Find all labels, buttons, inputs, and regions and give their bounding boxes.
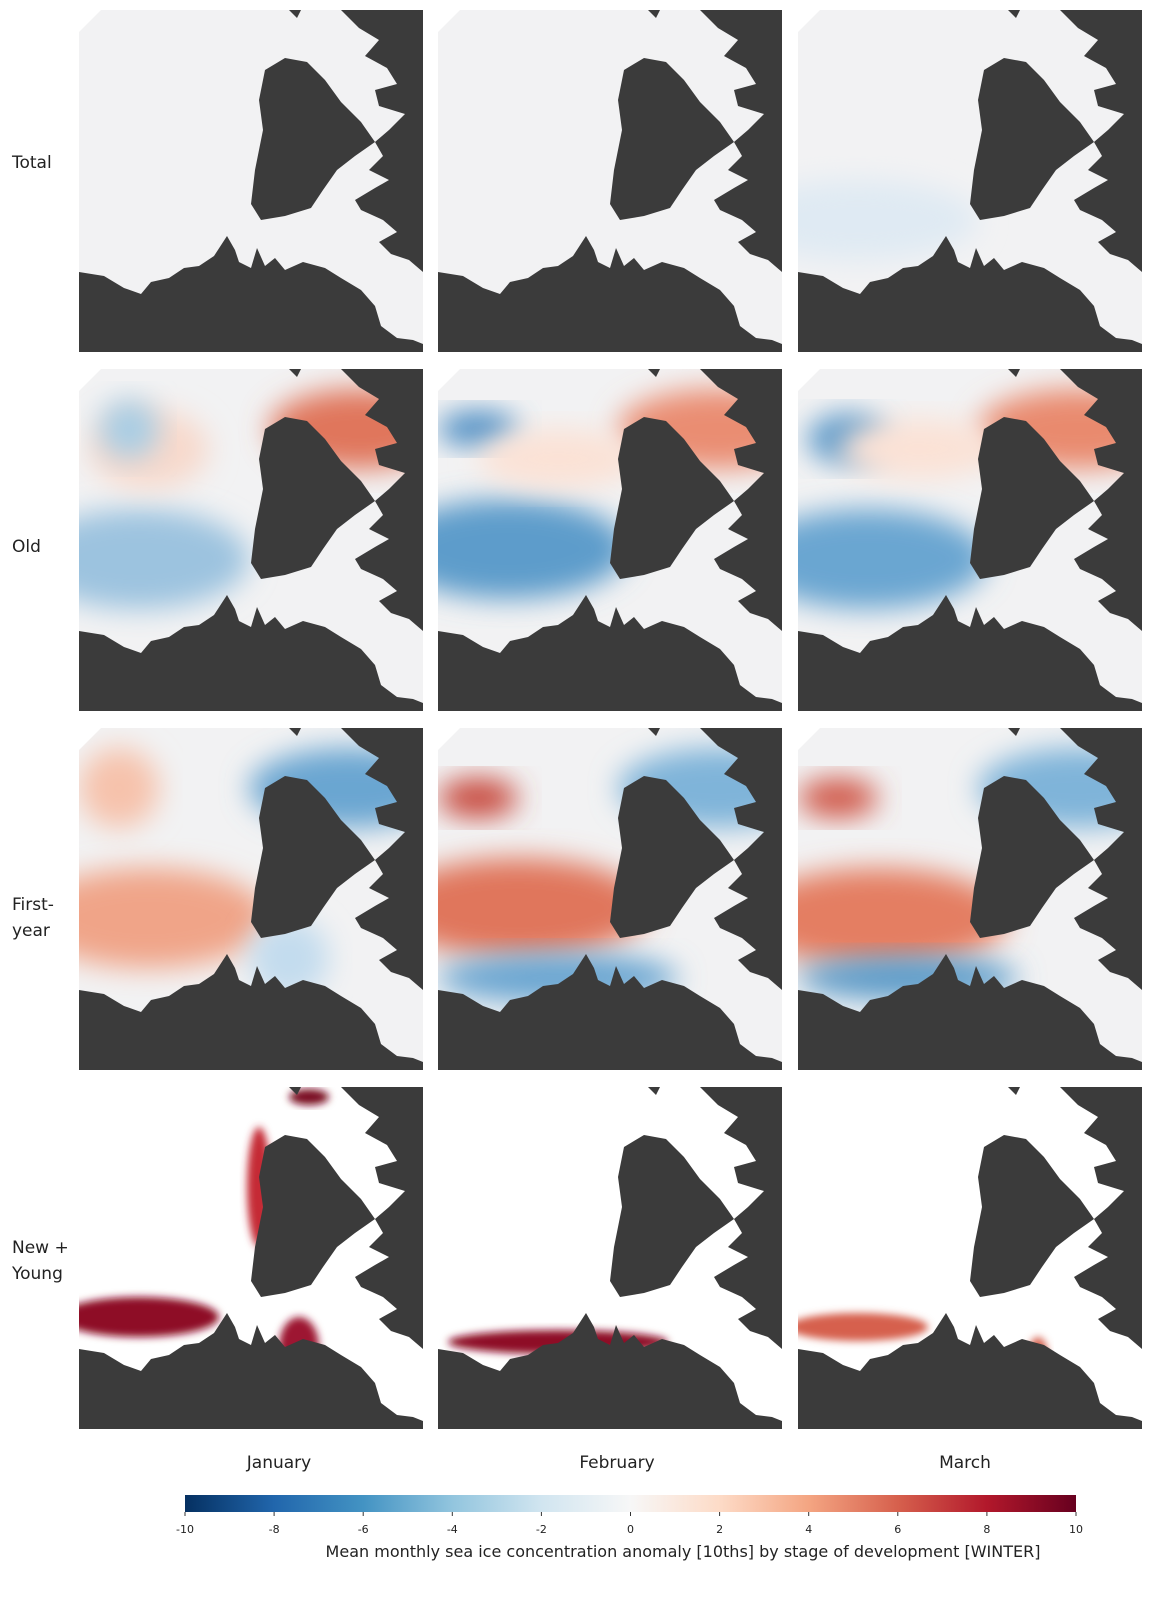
ice-anomaly [388, 858, 648, 958]
column-label: February [579, 1453, 654, 1473]
map-panel [29, 728, 449, 1070]
colorbar-label: Mean monthly sea ice concentration anoma… [326, 1542, 1041, 1561]
map-panel [438, 10, 782, 352]
ice-anomaly [29, 868, 269, 968]
colorbar-tick-label: 4 [805, 1523, 812, 1536]
map-panel [438, 1087, 782, 1429]
colorbar-tick-label: 10 [1069, 1523, 1083, 1536]
map-panel [388, 369, 818, 711]
map-panel [388, 728, 818, 1070]
ice-anomaly [438, 778, 518, 818]
map-panel [59, 1087, 423, 1429]
colorbar-tick-label: -2 [536, 1523, 547, 1536]
colorbar-tick-label: 2 [716, 1523, 723, 1536]
ice-anomaly [478, 429, 638, 489]
colorbar [185, 1495, 1076, 1512]
ice-anomaly [798, 778, 878, 818]
column-label: January [246, 1453, 311, 1473]
figure: Total Old First-year New + Young January Febru… [0, 0, 1166, 1600]
row-label: Young [11, 1264, 63, 1284]
colorbar-tick-label: -8 [269, 1523, 280, 1536]
ice-anomaly [59, 1297, 219, 1337]
map-panel [79, 10, 423, 352]
map-panel [788, 1087, 1142, 1429]
row-label: Total [11, 153, 52, 173]
row-label: First- [12, 895, 54, 915]
colorbar-tick-label: -6 [358, 1523, 369, 1536]
ice-anomaly [838, 419, 998, 479]
ice-anomaly [79, 748, 159, 828]
colorbar-tick-label: 0 [627, 1523, 634, 1536]
ice-anomaly [748, 868, 1008, 968]
column-label: March [939, 1453, 991, 1473]
ice-anomaly [388, 499, 628, 599]
map-panel [738, 10, 1142, 352]
row-label: Old [12, 537, 41, 557]
map-panel [748, 728, 1166, 1070]
row-label: year [12, 921, 50, 941]
ice-anomaly [99, 399, 159, 459]
map-grid [29, 10, 1166, 1429]
colorbar-tick-label: -4 [447, 1523, 458, 1536]
row-label: New + [12, 1238, 69, 1258]
colorbar-tick-label: -10 [176, 1523, 194, 1536]
ice-anomaly [29, 509, 249, 609]
ice-anomaly [748, 509, 988, 609]
map-panel [29, 369, 449, 711]
colorbar-tick-label: 8 [983, 1523, 990, 1536]
map-panel [748, 369, 1166, 711]
ice-anomaly [788, 1313, 928, 1341]
colorbar-tick-label: 6 [894, 1523, 901, 1536]
